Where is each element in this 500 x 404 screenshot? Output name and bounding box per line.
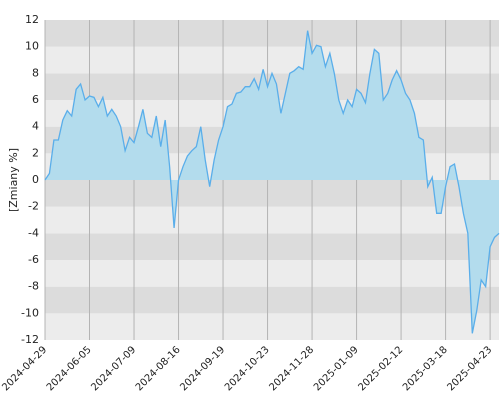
y-tick-label: 6: [32, 93, 39, 106]
x-tick-label: 2024-10-23: [223, 344, 272, 393]
y-tick-label: 0: [32, 173, 39, 186]
grid-band: [45, 313, 499, 340]
y-axis-label: [Zmiany %]: [7, 148, 20, 212]
y-tick-label: -10: [21, 306, 39, 319]
grid-band: [45, 286, 499, 314]
grid-band: [45, 180, 499, 207]
x-tick-label: 2025-01-09: [312, 344, 361, 393]
area: [45, 30, 499, 334]
x-tick-label: 2025-03-18: [401, 344, 450, 393]
y-tick-label: -8: [28, 280, 39, 293]
y-tick-label: 12: [25, 13, 39, 26]
y-tick-label: -6: [28, 253, 39, 266]
x-tick-label: 2024-07-09: [89, 344, 138, 393]
y-tick-label: -2: [28, 200, 39, 213]
x-tick-label: 2025-04-23: [445, 344, 494, 393]
grid-band: [45, 46, 499, 74]
y-tick-label: 2: [32, 146, 39, 159]
x-tick-label: 2024-06-05: [45, 344, 94, 393]
y-tick-label: 8: [32, 66, 39, 79]
x-tick-label: 2024-11-28: [267, 344, 316, 393]
y-tick-label: -12: [21, 333, 39, 346]
grid-band: [45, 206, 499, 234]
y-tick-label: 10: [25, 40, 39, 53]
x-tick-label: 2025-02-12: [356, 344, 405, 393]
grid-band: [45, 20, 499, 47]
x-tick-label: 2024-08-16: [134, 344, 183, 393]
x-tick-label: 2024-04-29: [0, 344, 49, 393]
grid-band: [45, 260, 499, 287]
y-tick-label: -4: [28, 226, 39, 239]
line: [44, 30, 500, 334]
x-tick-label: 2024-09-19: [178, 344, 227, 393]
grid-band: [45, 233, 499, 260]
y-tick-label: 4: [32, 120, 39, 133]
